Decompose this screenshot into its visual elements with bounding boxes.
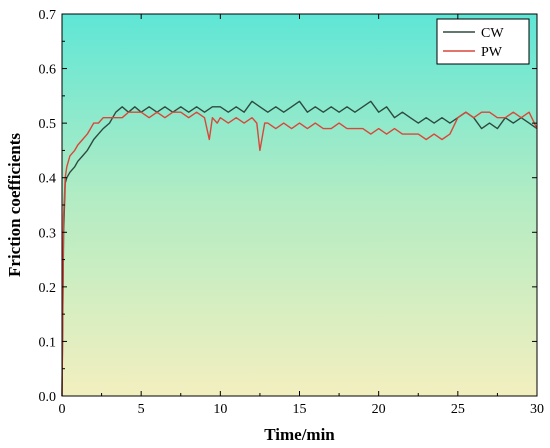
- series-line-pw: [61, 111, 538, 397]
- y-tick-label: 0.3: [39, 226, 57, 241]
- legend-box: [436, 18, 530, 65]
- series-line-cw: [61, 100, 538, 397]
- y-tick-label: 0.6: [39, 63, 57, 78]
- x-axis-ticks: 0 5 10 15 20 25 30: [59, 14, 544, 417]
- y-tick-label: 0.0: [39, 390, 57, 405]
- y-tick-label: 0.4: [39, 172, 57, 187]
- x-tick-label: 20: [372, 402, 386, 417]
- legend-label-cw: CW: [481, 26, 504, 41]
- x-tick-label: 10: [213, 402, 227, 417]
- x-tick-label: 0: [59, 402, 66, 417]
- y-tick-label: 0.7: [39, 8, 57, 23]
- y-tick-label: 0.1: [39, 335, 57, 350]
- x-tick-label: 30: [530, 402, 544, 417]
- legend-label-pw: PW: [481, 45, 503, 60]
- series-layer: [61, 100, 538, 397]
- x-tick-label: 5: [138, 402, 145, 417]
- y-tick-label: 0.2: [39, 281, 57, 296]
- plot-background: [62, 14, 537, 396]
- x-tick-label: 25: [451, 402, 465, 417]
- x-tick-label: 15: [293, 402, 307, 417]
- legend: CW PW: [436, 18, 530, 65]
- y-axis-title: Friction coefficients: [5, 133, 24, 277]
- y-tick-label: 0.5: [39, 117, 57, 132]
- x-axis-title: Time/min: [264, 425, 335, 444]
- y-axis-ticks: 0.0 0.1 0.2 0.3 0.4 0.5 0.6 0.7: [39, 8, 537, 405]
